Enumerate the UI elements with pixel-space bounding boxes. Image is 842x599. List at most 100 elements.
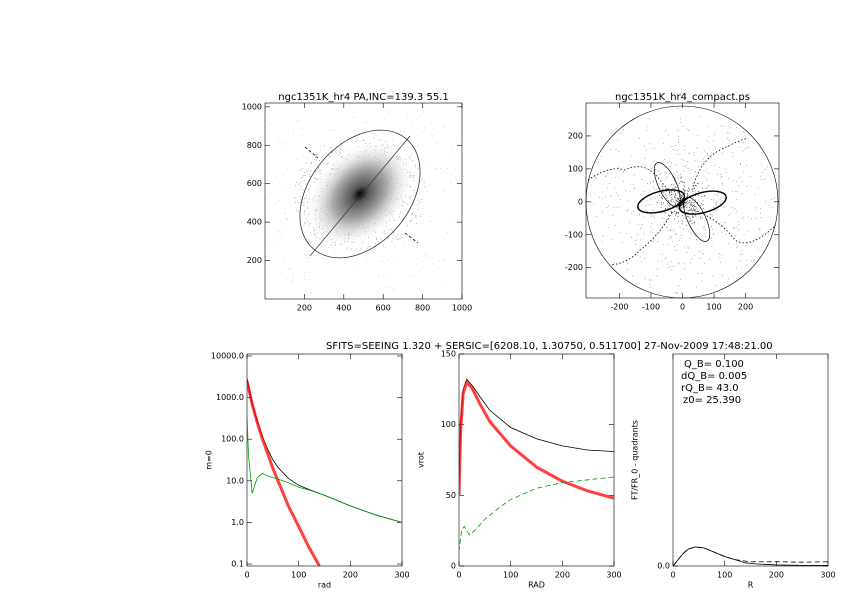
dot (616, 192, 617, 193)
dot (684, 207, 685, 208)
noise-dot (442, 126, 443, 127)
dot (615, 177, 616, 178)
dot (725, 234, 726, 235)
noise-dot (393, 234, 394, 235)
dot (717, 195, 718, 196)
dot (684, 263, 685, 264)
dot (666, 130, 667, 131)
dot (669, 162, 670, 163)
galaxy-dot (347, 248, 348, 249)
noise-dot (335, 251, 336, 252)
noise-dot (382, 133, 383, 134)
dot (634, 174, 635, 175)
dot (736, 247, 737, 248)
noise-dot (367, 122, 368, 123)
noise-dot (415, 187, 416, 188)
noise-dot (328, 247, 329, 248)
noise-dot (430, 257, 431, 258)
dot (661, 198, 662, 199)
dot (707, 153, 708, 154)
galaxy-dot (309, 174, 310, 175)
dot (717, 174, 718, 175)
noise-dot (303, 239, 304, 240)
dot (668, 244, 669, 245)
dot (692, 210, 693, 211)
dot (671, 184, 672, 185)
noise-dot (406, 136, 407, 137)
dot (681, 235, 682, 236)
dot (689, 207, 690, 208)
noise-dot (273, 270, 274, 271)
dot (713, 188, 714, 189)
noise-dot (436, 169, 437, 170)
dot (626, 171, 627, 172)
x-tick-label: 0 (680, 303, 685, 312)
dot (619, 170, 620, 171)
dot (674, 219, 675, 220)
noise-dot (424, 255, 425, 256)
dot (665, 173, 666, 174)
noise-dot (450, 184, 451, 185)
noise-dot (411, 220, 412, 221)
noise-dot (381, 289, 382, 290)
noise-dot (297, 212, 298, 213)
noise-dot (334, 130, 335, 131)
noise-dot (299, 292, 300, 293)
dot (657, 202, 658, 203)
dot (715, 195, 716, 196)
dot (662, 198, 663, 199)
dot (650, 287, 651, 288)
dot (621, 133, 622, 134)
dot (647, 211, 648, 212)
noise-dot (299, 121, 300, 122)
dot (685, 218, 686, 219)
dot (685, 205, 686, 206)
dot (595, 178, 596, 179)
noise-dot (275, 175, 276, 176)
noise-dot (337, 257, 338, 258)
noise-dot (287, 144, 288, 145)
contour (692, 138, 748, 190)
galaxy-dot (306, 195, 307, 196)
noise-dot (291, 269, 292, 270)
noise-dot (271, 192, 272, 193)
dot (655, 169, 656, 170)
dot (656, 233, 657, 234)
dot (673, 184, 674, 185)
dot (760, 208, 761, 209)
dot (664, 180, 665, 181)
dot (722, 183, 723, 184)
dot (650, 182, 651, 183)
dot (702, 235, 703, 236)
noise-dot (306, 158, 307, 159)
dot (680, 176, 681, 177)
dot (765, 179, 766, 180)
dot (693, 197, 694, 198)
dot (683, 185, 684, 186)
dot (653, 216, 654, 217)
dot (670, 236, 671, 237)
noise-dot (419, 272, 420, 273)
dot (701, 196, 702, 197)
galaxy-dot (374, 248, 375, 249)
dot (644, 217, 645, 218)
dot (760, 213, 761, 214)
noise-dot (309, 250, 310, 251)
galaxy-dot (412, 213, 413, 214)
noise-dot (431, 172, 432, 173)
dot (615, 189, 616, 190)
dot (670, 206, 671, 207)
series-line (247, 381, 319, 566)
noise-dot (361, 265, 362, 266)
dot (651, 223, 652, 224)
noise-dot (317, 112, 318, 113)
dot (643, 194, 644, 195)
dot (676, 244, 677, 245)
noise-dot (444, 259, 445, 260)
galaxy-dot (315, 171, 316, 172)
dot (756, 207, 757, 208)
y-tick-label: 800 (247, 141, 262, 150)
noise-dot (364, 292, 365, 293)
dot (649, 190, 650, 191)
dot (678, 202, 679, 203)
